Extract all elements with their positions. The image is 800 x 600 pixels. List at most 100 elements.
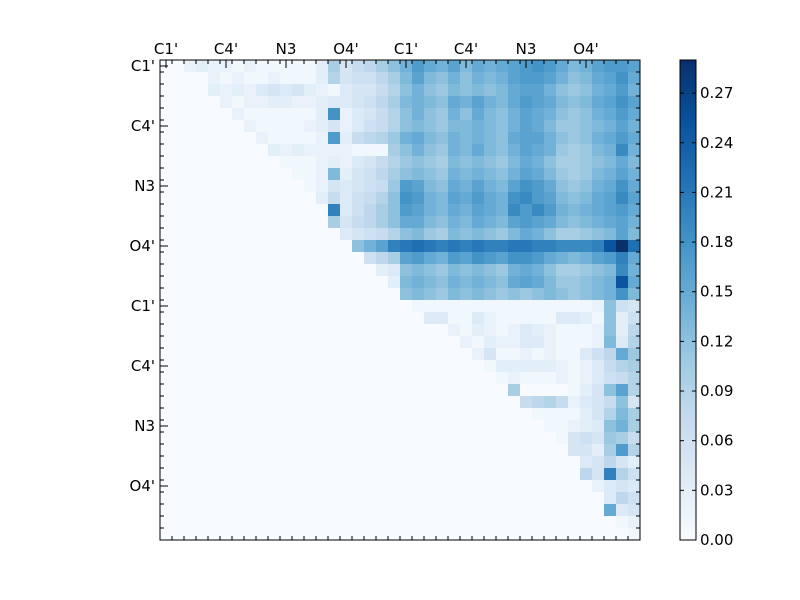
heatmap-cell	[472, 468, 485, 481]
heatmap-cell	[628, 372, 641, 385]
heatmap-cell	[232, 228, 245, 241]
heatmap-cell	[256, 324, 269, 337]
heatmap-cell	[268, 264, 281, 277]
heatmap-cell	[208, 108, 221, 121]
heatmap-cell	[292, 408, 305, 421]
heatmap-cell	[616, 372, 629, 385]
heatmap-cell	[544, 120, 557, 133]
heatmap-cell	[280, 468, 293, 481]
heatmap-cell	[508, 96, 521, 109]
heatmap-cell	[280, 108, 293, 121]
heatmap-cell	[328, 180, 341, 193]
heatmap-cell	[328, 264, 341, 277]
heatmap-cell	[532, 96, 545, 109]
heatmap-cell	[256, 240, 269, 253]
heatmap-cell	[580, 528, 593, 541]
heatmap-cell	[388, 60, 401, 73]
colorbar-tick-label: 0.09	[700, 382, 733, 400]
heatmap-cell	[412, 144, 425, 157]
heatmap-cell	[508, 372, 521, 385]
heatmap-cell	[328, 60, 341, 73]
heatmap-cell	[616, 120, 629, 133]
heatmap-cell	[484, 156, 497, 169]
heatmap-cell	[280, 216, 293, 229]
heatmap-cell	[544, 456, 557, 469]
heatmap-cell	[604, 360, 617, 373]
heatmap-cell	[280, 396, 293, 409]
heatmap-cell	[580, 348, 593, 361]
heatmap-cell	[232, 468, 245, 481]
heatmap-cell	[256, 216, 269, 229]
heatmap-cell	[436, 96, 449, 109]
heatmap-cell	[484, 132, 497, 145]
heatmap-cell	[532, 156, 545, 169]
heatmap-cell	[220, 180, 233, 193]
heatmap-cell	[604, 372, 617, 385]
heatmap-cell	[280, 180, 293, 193]
axis-ticks	[159, 59, 641, 541]
heatmap-cell	[424, 504, 437, 517]
heatmap-cell	[244, 144, 257, 157]
heatmap-cell	[328, 216, 341, 229]
heatmap-cell	[544, 312, 557, 325]
heatmap-cell	[268, 96, 281, 109]
heatmap-cell	[388, 300, 401, 313]
heatmap-cell	[556, 396, 569, 409]
heatmap-cell	[436, 240, 449, 253]
heatmap-cell	[424, 468, 437, 481]
heatmap-cell	[544, 240, 557, 253]
heatmap-cell	[364, 276, 377, 289]
heatmap-cell	[256, 288, 269, 301]
heatmap-cell	[316, 60, 329, 73]
heatmap-cell	[184, 384, 197, 397]
heatmap-cell	[388, 84, 401, 97]
heatmap-cell	[412, 276, 425, 289]
heatmap-cell	[244, 168, 257, 181]
heatmap-cell	[604, 72, 617, 85]
heatmap-cell	[580, 132, 593, 145]
x-tick-label: C1'	[154, 40, 178, 58]
heatmap-cell	[376, 192, 389, 205]
heatmap-cell	[196, 204, 209, 217]
heatmap-cell	[280, 192, 293, 205]
heatmap-cell	[340, 528, 353, 541]
heatmap-cell	[532, 252, 545, 265]
heatmap-cell	[256, 132, 269, 145]
heatmap-cell	[388, 108, 401, 121]
heatmap-cell	[472, 288, 485, 301]
heatmap-cell	[532, 384, 545, 397]
heatmap-cell	[244, 96, 257, 109]
heatmap-cell	[556, 528, 569, 541]
heatmap-cell	[628, 60, 641, 73]
heatmap-cell	[256, 300, 269, 313]
heatmap-cell	[568, 456, 581, 469]
heatmap-cell	[364, 348, 377, 361]
heatmap-cell	[184, 408, 197, 421]
heatmap-cell	[628, 492, 641, 505]
heatmap-cell	[292, 168, 305, 181]
heatmap-cell	[484, 444, 497, 457]
heatmap-cell	[604, 456, 617, 469]
heatmap-cell	[376, 264, 389, 277]
heatmap-cell	[424, 96, 437, 109]
heatmap-cell	[388, 240, 401, 253]
heatmap-cell	[556, 60, 569, 73]
heatmap-cell	[424, 528, 437, 541]
heatmap-cell	[484, 120, 497, 133]
heatmap-cell	[580, 84, 593, 97]
heatmap-cell	[208, 228, 221, 241]
heatmap-cell	[196, 84, 209, 97]
heatmap-cell	[520, 288, 533, 301]
heatmap-cell	[568, 336, 581, 349]
heatmap-cell	[256, 60, 269, 73]
heatmap-cell	[568, 396, 581, 409]
heatmap-cell	[592, 456, 605, 469]
heatmap-cell	[616, 228, 629, 241]
heatmap-cell	[496, 108, 509, 121]
x-tick-label: C4'	[214, 40, 238, 58]
heatmap-cell	[532, 132, 545, 145]
heatmap-cell	[292, 372, 305, 385]
heatmap-cell	[328, 276, 341, 289]
heatmap-cell	[568, 144, 581, 157]
heatmap-cell	[208, 84, 221, 97]
